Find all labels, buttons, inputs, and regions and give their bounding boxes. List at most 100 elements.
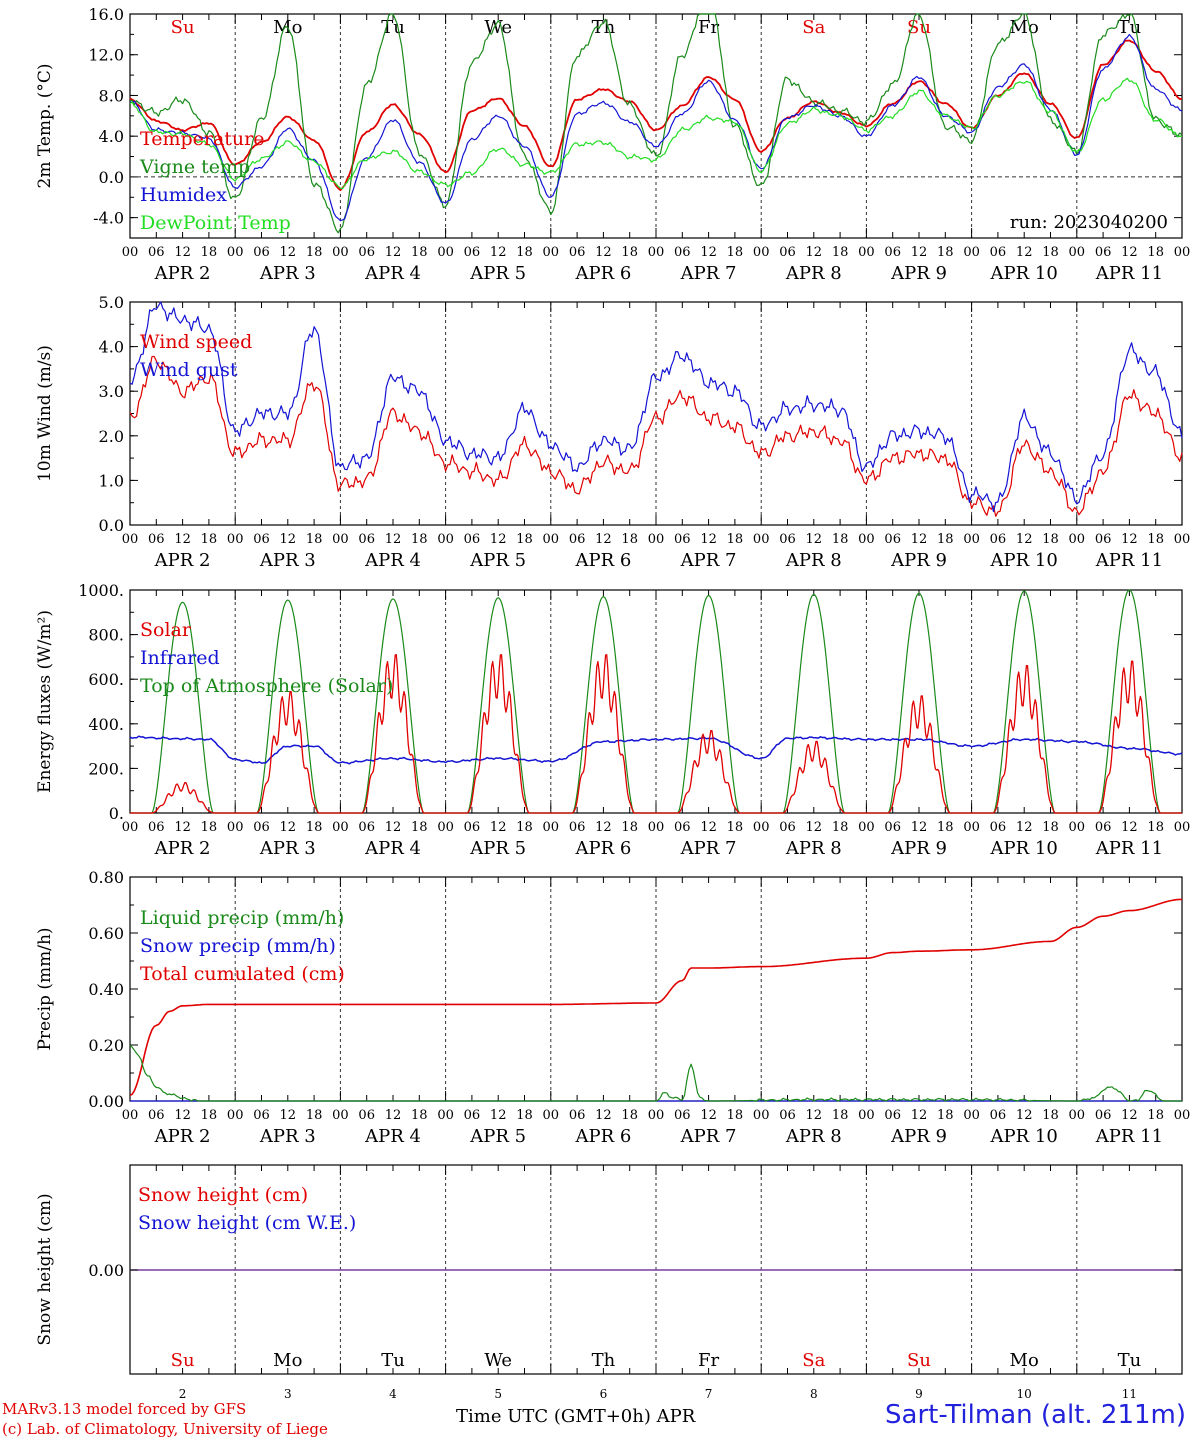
legend-solar: Solar — [140, 619, 192, 641]
hour-tick-label: 12 — [806, 1108, 823, 1123]
hour-tick-label: 18 — [727, 1108, 744, 1123]
series-infrared — [129, 735, 1183, 765]
hour-tick-label: 06 — [990, 1108, 1007, 1123]
hour-tick-label: 18 — [306, 245, 323, 260]
hour-tick-label: 18 — [201, 245, 218, 260]
date-label: APR 4 — [364, 1126, 421, 1147]
hour-tick-label: 12 — [174, 532, 191, 547]
hour-tick-label: 12 — [1016, 1108, 1033, 1123]
hour-tick-label: 06 — [674, 532, 691, 547]
hour-tick-label: 18 — [621, 532, 638, 547]
date-label: APR 10 — [990, 263, 1058, 284]
date-label: APR 6 — [574, 263, 631, 284]
hour-tick-label: 18 — [516, 532, 533, 547]
hour-tick-label: 12 — [385, 1108, 402, 1123]
date-label: APR 11 — [1095, 263, 1163, 284]
hour-tick-label: 06 — [674, 1108, 691, 1123]
hour-tick-label: 06 — [253, 1108, 270, 1123]
weekday-label: Tu — [1118, 17, 1142, 38]
hour-tick-label: 18 — [201, 532, 218, 547]
hour-tick-label: 18 — [832, 820, 849, 835]
footer-copyright: (c) Lab. of Climatology, University of L… — [2, 1420, 328, 1438]
weekday-label: Fr — [698, 17, 719, 38]
date-label: APR 10 — [990, 1126, 1058, 1147]
legend-humidex: Humidex — [140, 184, 227, 206]
hour-tick-label: 00 — [1174, 245, 1191, 260]
date-label: APR 8 — [785, 838, 842, 859]
hour-tick-label: 00 — [648, 245, 665, 260]
y-tick-label: 800. — [88, 626, 124, 645]
y-tick-label: 0.80 — [88, 868, 124, 887]
y-tick-label: 0.00 — [88, 1261, 124, 1280]
hour-tick-label: 00 — [858, 532, 875, 547]
hour-tick-label: 18 — [1042, 532, 1059, 547]
hour-tick-label: 00 — [858, 245, 875, 260]
series-dewpoint-temp — [129, 77, 1183, 190]
hour-tick-label: 00 — [1069, 820, 1086, 835]
hour-tick-label: 12 — [595, 245, 612, 260]
hour-tick-label: 00 — [1174, 532, 1191, 547]
hour-tick-label: 06 — [779, 245, 796, 260]
hour-tick-label: 06 — [148, 532, 165, 547]
legend-wind-gust: Wind gust — [140, 359, 238, 381]
hour-tick-label: 06 — [990, 820, 1007, 835]
date-label: APR 6 — [574, 1126, 631, 1147]
series-wind-speed — [129, 355, 1183, 517]
date-label: APR 6 — [574, 838, 631, 859]
hour-tick-label: 18 — [727, 245, 744, 260]
hour-tick-label: 12 — [1016, 820, 1033, 835]
y-tick-label: 0.60 — [88, 924, 124, 943]
hour-tick-label: 06 — [884, 1108, 901, 1123]
day-number-label: 3 — [284, 1387, 292, 1401]
weekday-label: Su — [907, 1350, 931, 1371]
hour-tick-label: 06 — [1095, 532, 1112, 547]
panel-3: 00 06 12 18 00 06 12 18 00 06 12 18 00 06 12 18 00 06 12 18… — [35, 581, 1190, 859]
hour-tick-label: 12 — [280, 532, 297, 547]
weekday-label: Su — [171, 17, 195, 38]
hour-tick-label: 00 — [963, 820, 980, 835]
hour-tick-label: 12 — [700, 245, 717, 260]
hour-tick-label: 12 — [385, 532, 402, 547]
date-label: APR 7 — [680, 838, 737, 859]
hour-tick-label: 06 — [569, 532, 586, 547]
hour-tick-label: 12 — [385, 245, 402, 260]
hour-tick-label: 12 — [1016, 532, 1033, 547]
day-number-label: 7 — [705, 1387, 713, 1401]
hour-tick-label: 06 — [884, 245, 901, 260]
hour-tick-label: 12 — [280, 1108, 297, 1123]
hour-tick-label: 18 — [516, 245, 533, 260]
hour-tick-label: 06 — [884, 820, 901, 835]
hour-tick-label: 12 — [700, 532, 717, 547]
hour-tick-label: 00 — [1069, 1108, 1086, 1123]
day-number-label: 5 — [494, 1387, 502, 1401]
panel-4: 00 06 12 18 00 06 12 18 00 06 12 18 00 06 12 18 00 06 12 18… — [35, 868, 1190, 1147]
hour-tick-label: 12 — [174, 1108, 191, 1123]
date-label: APR 9 — [890, 1126, 947, 1147]
weekday-label: Mo — [1010, 17, 1039, 38]
hour-tick-label: 06 — [1095, 820, 1112, 835]
hour-tick-label: 00 — [543, 532, 560, 547]
legend-snow-height-cm-w-e-: Snow height (cm W.E.) — [138, 1212, 356, 1234]
hour-tick-label: 18 — [621, 245, 638, 260]
legend-total-cumulated-cm-: Total cumulated (cm) — [140, 963, 345, 985]
hour-tick-label: 00 — [753, 820, 770, 835]
date-label: APR 11 — [1095, 838, 1163, 859]
y-tick-label: 1.0 — [99, 471, 124, 490]
y-tick-label: 0.20 — [88, 1036, 124, 1055]
legend-snow-height-cm-: Snow height (cm) — [138, 1184, 308, 1206]
hour-tick-label: 00 — [1069, 532, 1086, 547]
hour-tick-label: 18 — [937, 1108, 954, 1123]
legend-vigne-temp: Vigne temp — [139, 156, 250, 178]
date-label: APR 3 — [259, 838, 316, 859]
date-label: APR 4 — [364, 263, 421, 284]
y-tick-label: -4.0 — [93, 209, 124, 228]
legend-dewpoint-temp: DewPoint Temp — [140, 212, 291, 234]
hour-tick-label: 12 — [911, 245, 928, 260]
day-number-label: 10 — [1017, 1387, 1032, 1401]
hour-tick-label: 12 — [1121, 532, 1138, 547]
date-label: APR 5 — [469, 838, 526, 859]
day-number-label: 9 — [915, 1387, 923, 1401]
hour-tick-label: 00 — [122, 820, 139, 835]
hour-tick-label: 12 — [806, 532, 823, 547]
